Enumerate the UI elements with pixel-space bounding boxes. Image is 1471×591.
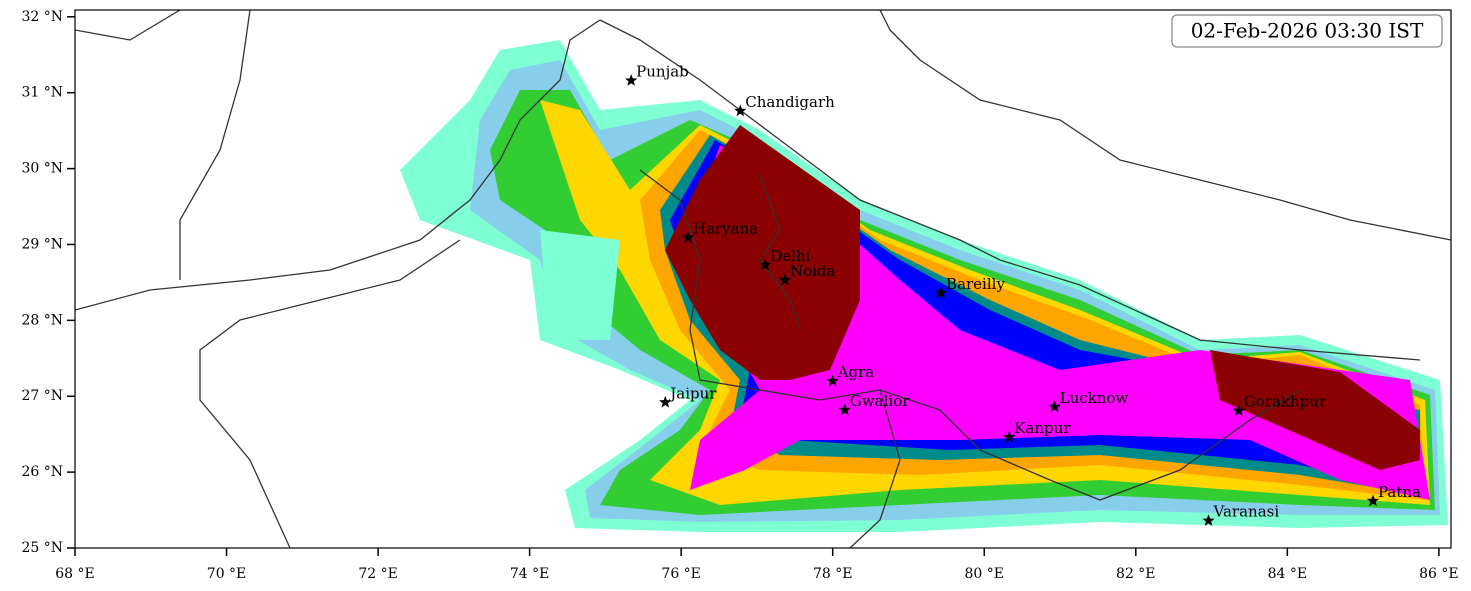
x-tick-label: 78 °E	[813, 566, 852, 582]
x-tick-label: 70 °E	[207, 566, 246, 582]
x-tick-label: 80 °E	[965, 566, 1004, 582]
city-label: Delhi	[770, 247, 810, 265]
city-label: Jaipur	[668, 384, 717, 402]
city-label: Chandigarh	[745, 93, 835, 111]
city-label: Kanpur	[1014, 419, 1071, 437]
city-marker	[1048, 400, 1061, 413]
city-marker	[681, 231, 695, 243]
y-tick-label: 32 °N	[21, 9, 63, 25]
timestamp: 02-Feb-2026 03:30 IST	[1191, 19, 1424, 43]
city-marker	[1202, 514, 1215, 526]
city-label: Varanasi	[1213, 503, 1280, 521]
city-marker	[934, 286, 948, 299]
x-tick-label: 84 °E	[1268, 566, 1307, 582]
city-marker	[1003, 430, 1016, 443]
city-label: Noida	[790, 262, 836, 280]
x-tick-label: 72 °E	[358, 566, 397, 582]
plot-frame	[74, 9, 1452, 549]
city-marker	[1232, 404, 1245, 416]
y-tick-label: 30 °N	[21, 161, 63, 177]
city-marker	[1366, 494, 1380, 507]
city-label: Patna	[1378, 483, 1421, 501]
y-tick-label: 31 °N	[21, 85, 63, 101]
city-marker	[659, 395, 672, 408]
city-marker	[838, 403, 851, 416]
city-label: Punjab	[636, 63, 689, 81]
x-tick-label: 86 °E	[1419, 566, 1458, 582]
x-tick-label: 76 °E	[661, 566, 700, 582]
city-label: Haryana	[693, 220, 758, 238]
y-tick-label: 28 °N	[21, 312, 63, 328]
y-tick-label: 29 °N	[21, 236, 63, 252]
city-label: Bareilly	[946, 275, 1005, 293]
city-marker	[734, 104, 747, 117]
city-label: Lucknow	[1060, 389, 1129, 407]
city-label: Agra	[837, 363, 875, 381]
x-tick-label: 82 °E	[1116, 566, 1155, 582]
city-marker	[759, 258, 772, 271]
y-tick-label: 27 °N	[21, 388, 63, 404]
borders	[75, 10, 1451, 548]
x-tick-label: 68 °E	[55, 566, 94, 582]
city-marker	[826, 374, 839, 387]
rain-field	[400, 40, 1448, 532]
city-marker	[625, 74, 638, 86]
timestamp-box	[1171, 14, 1443, 48]
city-label: Gwalior	[850, 392, 910, 410]
y-tick-label: 26 °N	[21, 464, 63, 480]
city-label: Gorakhpur	[1244, 393, 1327, 411]
city-marker	[778, 273, 792, 286]
y-tick-label: 25 °N	[21, 540, 63, 556]
x-tick-label: 74 °E	[510, 566, 549, 582]
